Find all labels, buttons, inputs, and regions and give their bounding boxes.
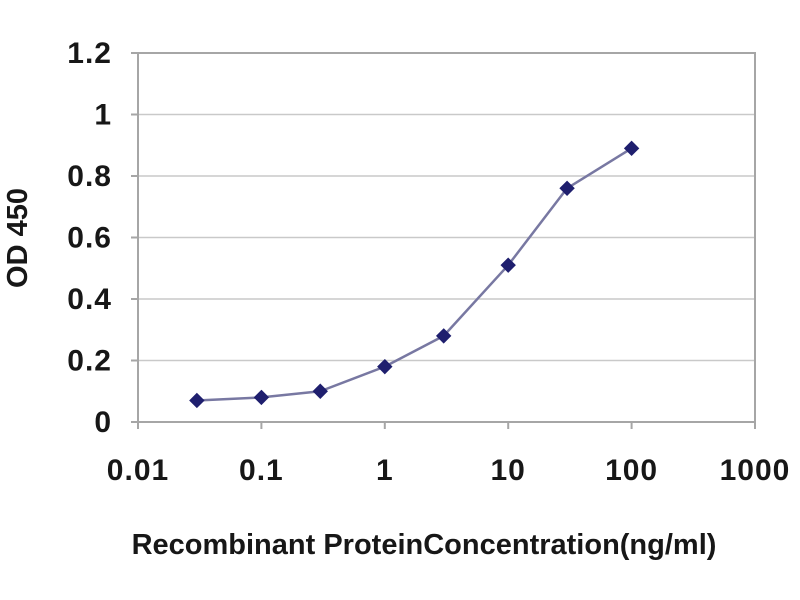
y-tick-label: 0.4 (67, 283, 112, 316)
data-point (312, 383, 328, 399)
y-tick-label: 1.2 (67, 37, 112, 70)
x-tick-label: 100 (605, 454, 658, 487)
y-tick-label: 0.6 (67, 222, 112, 255)
plot-layer: 0 0.2 0.4 0.6 0.8 1 1.2 0.01 0.1 1 10 100 1000 (67, 37, 791, 487)
x-tick-label: 0.1 (239, 454, 284, 487)
data-point (377, 358, 393, 375)
data-point (253, 389, 270, 406)
series-line (196, 147, 633, 402)
y-tick-label: 1 (94, 99, 112, 132)
x-tick-label: 0.01 (107, 454, 169, 487)
data-point (500, 257, 516, 273)
data-point (623, 140, 640, 157)
y-tick-label: 0.2 (67, 345, 112, 378)
data-point (189, 392, 205, 409)
y-tick-label: 0 (94, 406, 112, 439)
data-point (435, 328, 452, 344)
x-tick-label: 1 (376, 454, 394, 487)
data-point (559, 180, 575, 197)
x-tick-label: 10 (491, 454, 526, 487)
x-tick-label: 1000 (720, 454, 791, 487)
y-axis-title: OD 450 (2, 188, 34, 288)
x-axis-title: Recombinant ProteinConcentration(ng/ml) (132, 529, 717, 561)
y-tick-label: 0.8 (67, 160, 112, 193)
